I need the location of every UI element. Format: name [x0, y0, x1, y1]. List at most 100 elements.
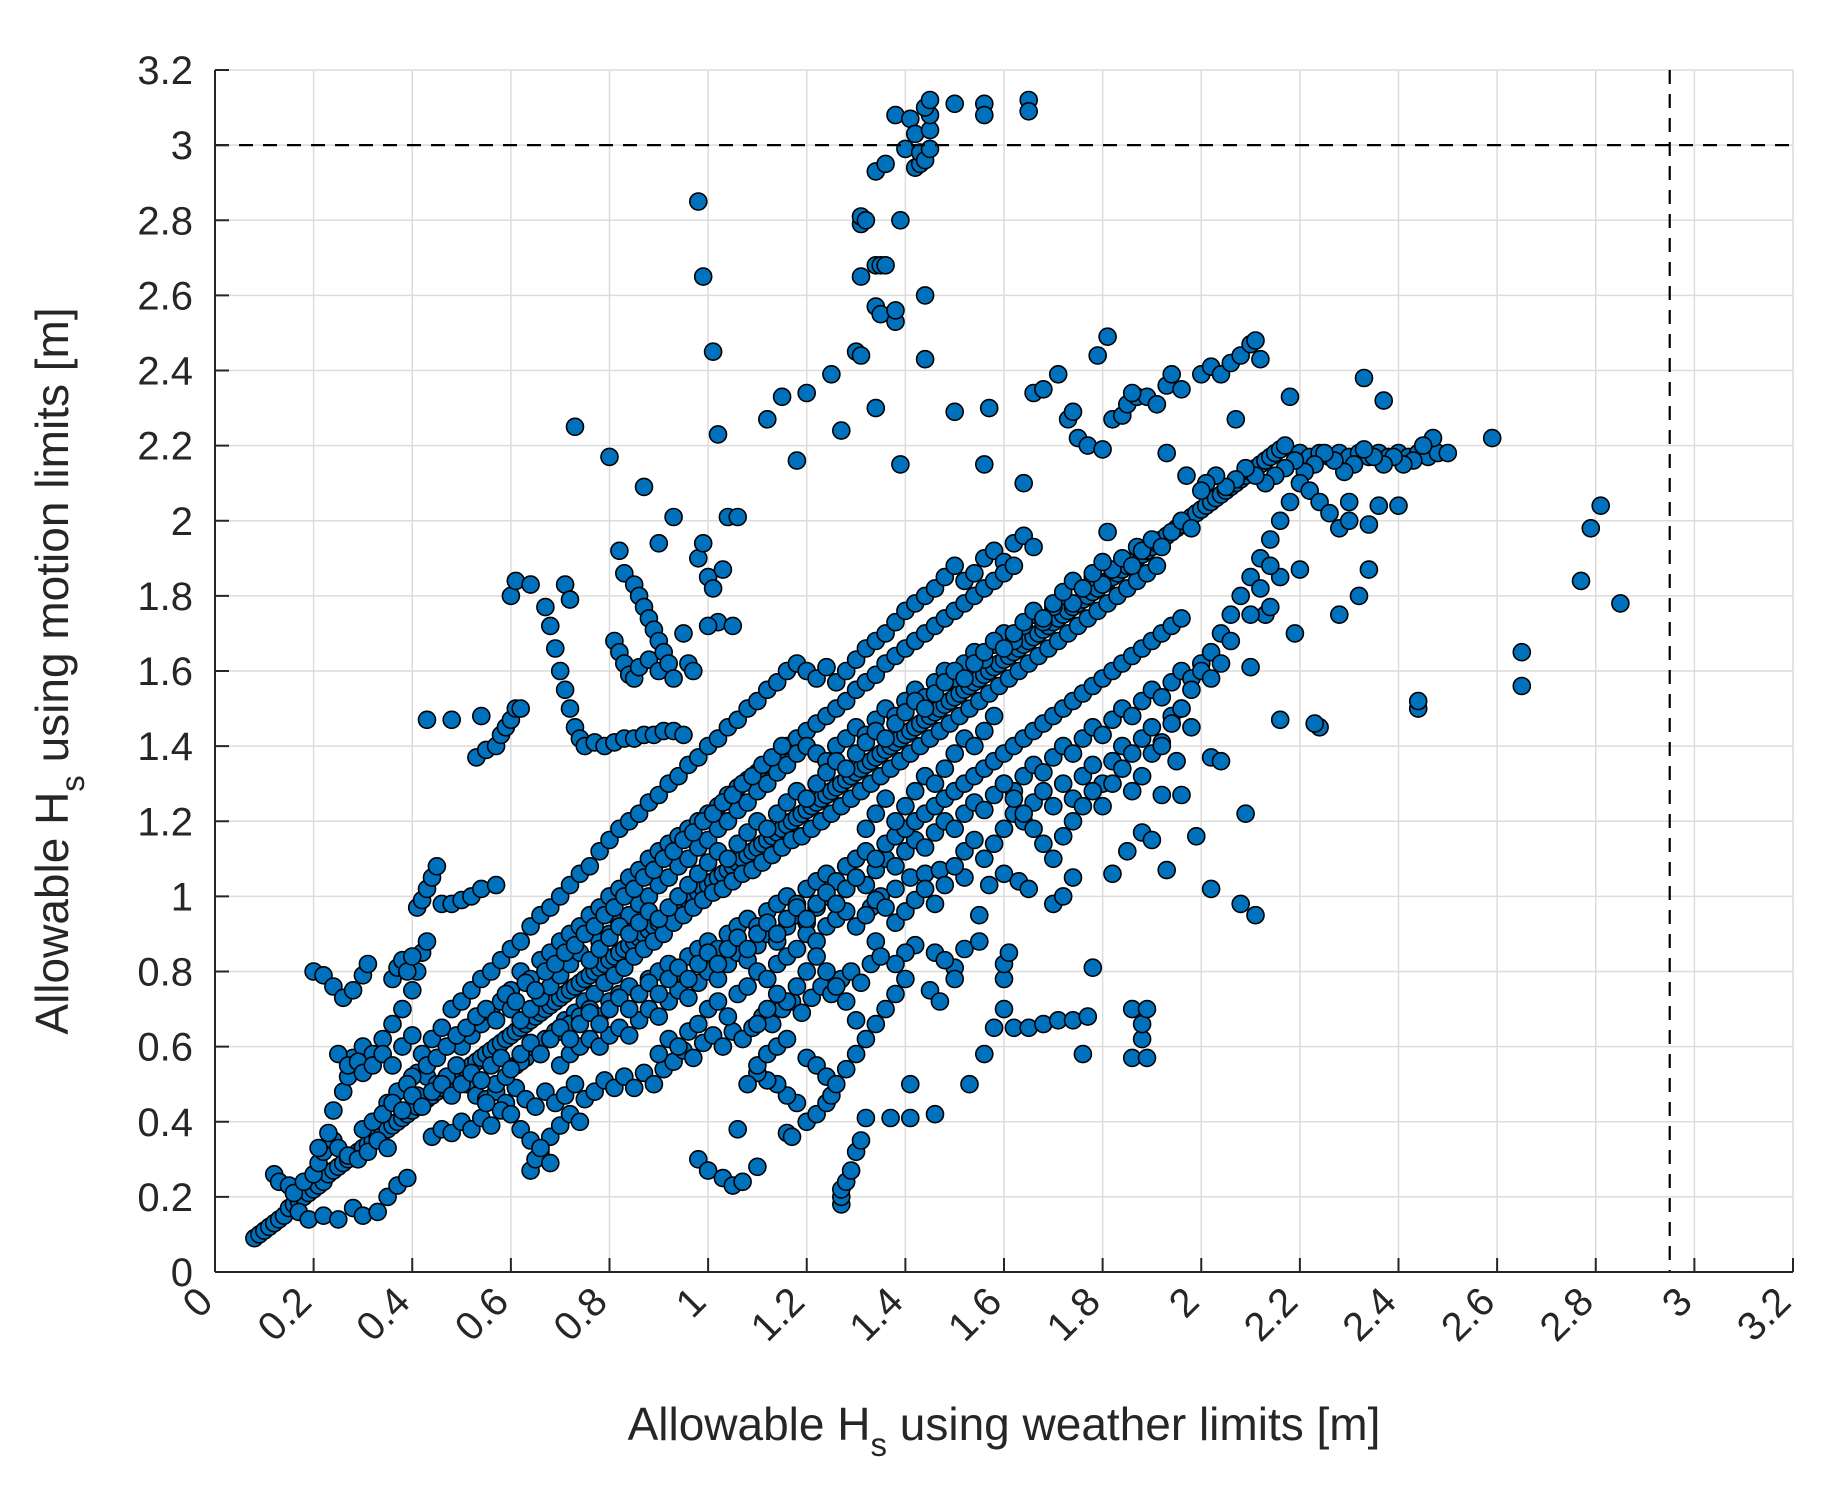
data-point [1226, 409, 1246, 429]
data-point [1014, 473, 1034, 493]
data-point [1177, 466, 1196, 486]
data-point [1201, 879, 1221, 899]
data-point [560, 1029, 580, 1049]
data-point [590, 1014, 609, 1034]
data-point [309, 1138, 328, 1158]
data-point [1172, 609, 1191, 628]
data-point [1093, 552, 1112, 572]
data-point [1236, 804, 1255, 824]
y-tick-label: 0.2 [137, 1176, 193, 1220]
data-point [531, 1138, 550, 1158]
data-point [506, 992, 526, 1011]
data-point [1157, 443, 1176, 463]
data-point [1098, 522, 1117, 542]
data-point [886, 984, 905, 1004]
y-tick-label: 2.4 [137, 350, 193, 394]
data-point [1285, 624, 1305, 643]
data-point [974, 455, 994, 474]
data-point [817, 962, 836, 981]
data-point [1172, 699, 1191, 718]
data-point [1034, 781, 1053, 801]
data-point [703, 342, 723, 362]
data-point [797, 383, 817, 403]
data-point [1359, 560, 1379, 579]
y-tick-label: 1.8 [137, 575, 193, 619]
y-tick-label: 2.6 [137, 274, 193, 318]
data-point [1246, 905, 1265, 925]
data-point [1083, 781, 1103, 801]
data-point [1098, 327, 1117, 347]
data-point [826, 977, 846, 996]
data-point [757, 969, 777, 989]
data-point [994, 819, 1014, 839]
data-point [501, 1059, 521, 1079]
data-point [1172, 379, 1191, 399]
data-point [644, 1074, 664, 1094]
data-point [1305, 714, 1324, 733]
data-point [965, 563, 984, 583]
data-point [619, 999, 639, 1019]
data-point [683, 661, 703, 681]
data-point [797, 909, 817, 929]
data-point [531, 1044, 550, 1064]
data-point [1374, 391, 1393, 410]
data-point [1034, 763, 1053, 782]
x-axis-title-main: Allowable H [628, 1398, 871, 1450]
y-tick-labels: 0 0.2 0.4 0.6 0.8 1 1.2 1.4 1.6 1.8 2 2.2 2.4 2.6 2.8 3… [137, 49, 193, 1295]
data-point [1073, 796, 1093, 816]
data-point [1063, 811, 1083, 831]
data-point [1192, 481, 1211, 501]
data-point [728, 1120, 748, 1139]
data-point [1231, 894, 1250, 914]
data-point [930, 992, 950, 1011]
data-point [1512, 676, 1532, 696]
data-point [886, 856, 905, 876]
data-point [393, 999, 412, 1019]
data-point [580, 856, 600, 876]
data-point [767, 924, 787, 944]
data-point [757, 819, 777, 839]
data-point [1083, 958, 1103, 978]
y-tick-label: 2.8 [137, 199, 193, 243]
data-point [974, 105, 994, 125]
data-point [447, 1056, 466, 1075]
data-point [368, 1202, 388, 1222]
data-point [664, 507, 683, 527]
data-point [1122, 706, 1142, 726]
data-point [1053, 887, 1073, 906]
data-point [1330, 605, 1349, 625]
data-point [915, 286, 935, 305]
data-point [1182, 518, 1201, 538]
data-point [521, 575, 540, 594]
data-point [969, 905, 989, 925]
data-point [324, 1101, 343, 1120]
data-point [817, 657, 836, 677]
data-point [397, 1168, 417, 1188]
data-point [1088, 346, 1107, 365]
data-point [1413, 436, 1433, 455]
data-point [1103, 774, 1122, 794]
data-point [891, 455, 910, 474]
data-point [624, 1078, 644, 1098]
data-point [649, 533, 669, 553]
data-point [1024, 537, 1043, 557]
data-point [1280, 387, 1300, 407]
data-point [1103, 864, 1122, 884]
data-point [896, 969, 915, 989]
data-point [565, 417, 585, 437]
data-point [1152, 687, 1172, 707]
data-point [886, 811, 905, 831]
data-point [649, 1044, 669, 1064]
data-point [1201, 669, 1221, 688]
data-point [1182, 717, 1201, 737]
data-point [748, 1014, 767, 1034]
data-point [1122, 744, 1142, 763]
data-point [851, 267, 871, 286]
data-point [1280, 492, 1300, 512]
data-point [1251, 579, 1270, 598]
y-axis-title-rest: using motion limits [m] [26, 307, 78, 775]
data-point [935, 875, 955, 895]
data-point [807, 947, 826, 966]
data-point [915, 838, 935, 857]
data-point [945, 402, 965, 422]
